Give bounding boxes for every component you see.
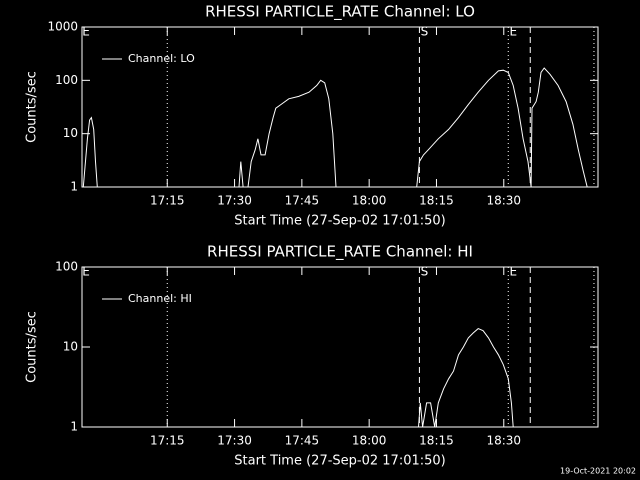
y-tick-label: 100 [55, 260, 78, 274]
y-axis-label: Counts/sec [25, 71, 40, 143]
x-tick-label: 18:15 [419, 434, 454, 448]
y-tick-label: 10 [63, 126, 78, 140]
y-tick-label: 100 [55, 73, 78, 87]
chart-title: RHESSI PARTICLE_RATE Channel: HI [207, 243, 473, 262]
corner-label: E [82, 25, 90, 39]
y-tick-label: 1 [70, 420, 78, 434]
x-tick-label: 18:30 [486, 194, 521, 208]
x-tick-label: 17:30 [217, 194, 252, 208]
time-marker-label: E [509, 265, 517, 279]
data-line [82, 116, 98, 188]
y-tick-label: 1000 [47, 20, 78, 34]
plot-frame [81, 26, 599, 188]
data-line [238, 161, 244, 188]
x-tick-label: 17:15 [150, 434, 185, 448]
time-marker-label: S [421, 265, 429, 279]
y-tick-label: 10 [63, 340, 78, 354]
corner-label: E [82, 265, 90, 279]
legend-label: Channel: HI [128, 292, 192, 305]
x-tick-label: 17:15 [150, 194, 185, 208]
x-tick-label: 18:15 [419, 194, 454, 208]
data-line [247, 79, 337, 188]
data-line [416, 67, 588, 188]
x-axis-label: Start Time (27-Sep-02 17:01:50) [234, 214, 445, 229]
time-marker-label: S [421, 25, 429, 39]
y-axis-label: Counts/sec [25, 311, 40, 383]
y-tick-label: 1 [70, 180, 78, 194]
x-tick-label: 17:30 [217, 434, 252, 448]
x-tick-label: 18:00 [352, 194, 387, 208]
timestamp: 19-Oct-2021 20:02 [560, 467, 636, 476]
legend-label: Channel: LO [128, 52, 195, 65]
data-line [418, 328, 514, 428]
x-axis-label: Start Time (27-Sep-02 17:01:50) [234, 454, 445, 469]
x-tick-label: 18:30 [486, 434, 521, 448]
x-tick-label: 17:45 [285, 194, 320, 208]
x-tick-label: 18:00 [352, 434, 387, 448]
time-marker-label: E [509, 25, 517, 39]
chart-title: RHESSI PARTICLE_RATE Channel: LO [205, 3, 475, 22]
x-tick-label: 17:45 [285, 434, 320, 448]
